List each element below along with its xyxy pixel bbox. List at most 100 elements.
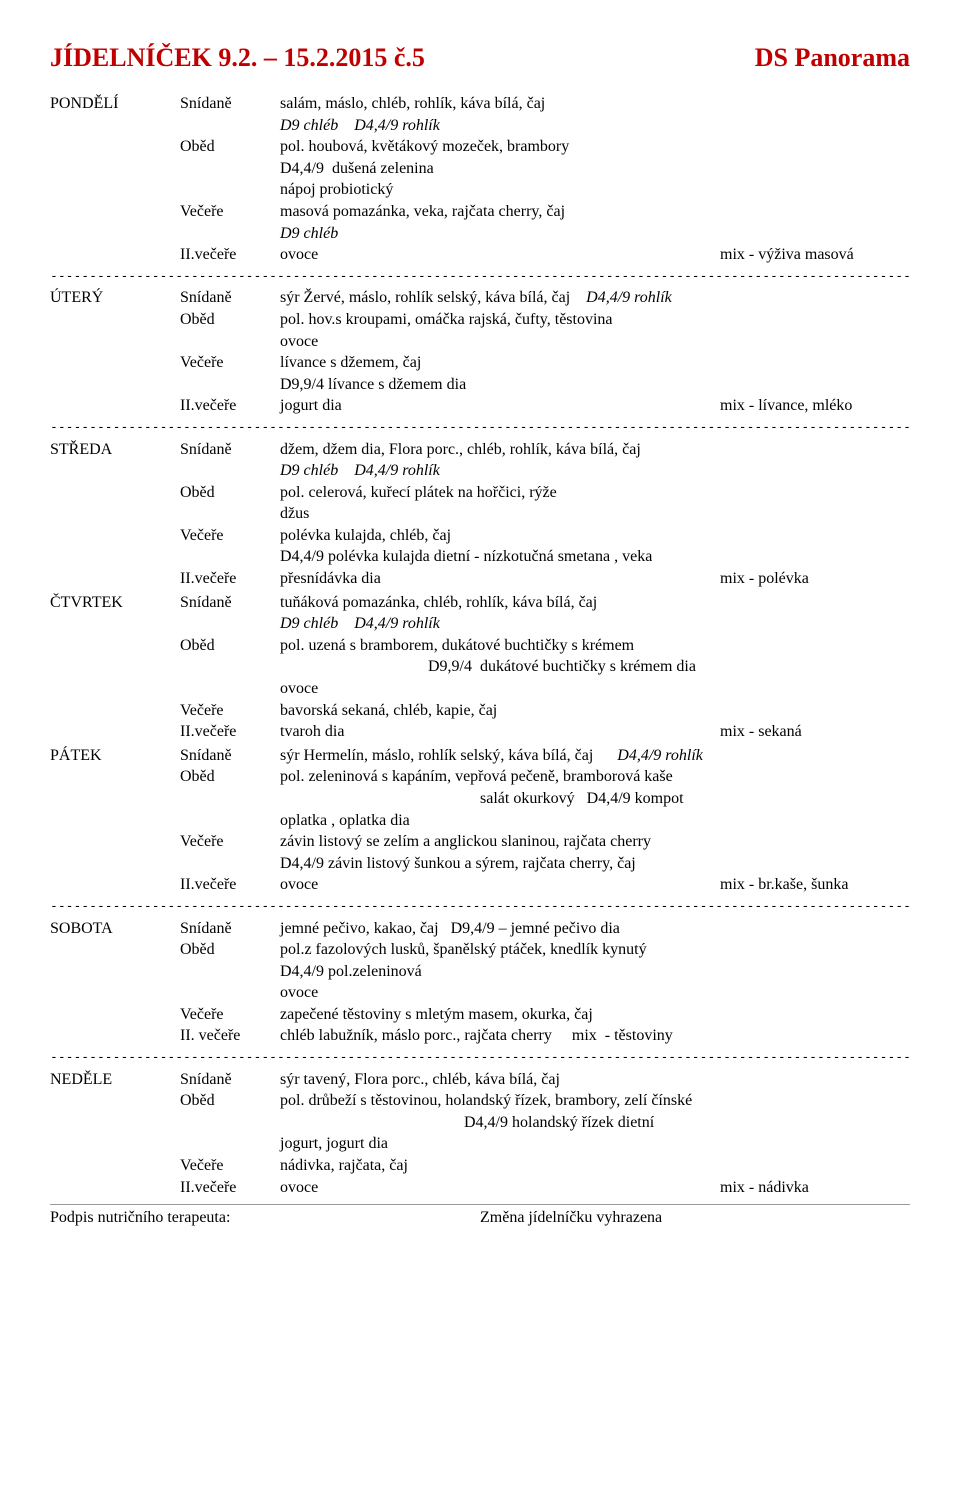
- footer-left: Podpis nutričního terapeuta:: [50, 1207, 480, 1229]
- meal-content: D9,9/4 lívance s džemem dia: [280, 374, 910, 396]
- meal-content: džem, džem dia, Flora porc., chléb, rohl…: [280, 439, 910, 461]
- day-sobota: SOBOTA Snídaně jemné pečivo, kakao, čaj …: [50, 918, 910, 1048]
- meal-content: džus: [280, 503, 910, 525]
- meal-content: D4,4/9 holandský řízek dietní: [280, 1112, 910, 1134]
- meal-content: D9 chléb D4,4/9 rohlík: [280, 460, 910, 482]
- meal-content: D4,4/9 polévka kulajda dietní - nízkotuč…: [280, 546, 910, 568]
- meal-content: polévka kulajda, chléb, čaj: [280, 525, 910, 547]
- meal-label: II.večeře: [180, 1177, 280, 1199]
- separator: ----------------------------------------…: [50, 268, 910, 286]
- meal-content: ovoce: [280, 331, 910, 353]
- day-pondeli: PONDĚLÍ Snídaně salám, máslo, chléb, roh…: [50, 93, 910, 266]
- meal-label: Snídaně: [180, 592, 280, 614]
- day-label: ÚTERÝ: [50, 287, 180, 309]
- mix-label: mix - nádivka: [720, 1177, 910, 1199]
- meal-content: D9 chléb: [280, 223, 910, 245]
- meal-content: ovoce: [280, 678, 910, 700]
- meal-content: pol. zeleninová s kapáním, vepřová pečen…: [280, 766, 910, 788]
- meal-content: D4,4/9 závin listový šunkou a sýrem, raj…: [280, 853, 910, 875]
- meal-content: nápoj probiotický: [280, 179, 910, 201]
- meal-content: ovoce: [280, 1177, 720, 1199]
- meal-label: Snídaně: [180, 1069, 280, 1091]
- meal-content: pol.z fazolových lusků, španělský ptáček…: [280, 939, 910, 961]
- meal-label: Oběd: [180, 136, 280, 158]
- meal-content: D9 chléb D4,4/9 rohlík: [280, 613, 910, 635]
- meal-content: ovoce: [280, 874, 720, 896]
- separator: ----------------------------------------…: [50, 419, 910, 437]
- day-utery: ÚTERÝ Snídaně sýr Žervé, máslo, rohlík s…: [50, 287, 910, 417]
- meal-content: jemné pečivo, kakao, čaj D9,4/9 – jemné …: [280, 918, 910, 940]
- day-streda: STŘEDA Snídaně džem, džem dia, Flora por…: [50, 439, 910, 590]
- day-patek: PÁTEK Snídaně sýr Hermelín, máslo, rohlí…: [50, 745, 910, 896]
- meal-content: ovoce: [280, 982, 910, 1004]
- day-nedele: NEDĚLE Snídaně sýr tavený, Flora porc., …: [50, 1069, 910, 1199]
- meal-content: chléb labužník, máslo porc., rajčata che…: [280, 1025, 910, 1047]
- mix-label: mix - výživa masová: [720, 244, 910, 266]
- separator: ----------------------------------------…: [50, 1049, 910, 1067]
- title-right: DS Panorama: [755, 40, 910, 75]
- meal-label: II. večeře: [180, 1025, 280, 1047]
- footer-right: Změna jídelníčku vyhrazena: [480, 1207, 910, 1229]
- meal-content: sýr tavený, Flora porc., chléb, káva bíl…: [280, 1069, 910, 1091]
- meal-label: Snídaně: [180, 287, 280, 309]
- meal-content: salát okurkový D4,4/9 kompot: [280, 788, 910, 810]
- meal-label: Večeře: [180, 525, 280, 547]
- page-header: JÍDELNÍČEK 9.2. – 15.2.2015 č.5 DS Panor…: [50, 40, 910, 75]
- meal-content: oplatka , oplatka dia: [280, 810, 910, 832]
- meal-content: přesnídávka dia: [280, 568, 720, 590]
- meal-content: pol. uzená s bramborem, dukátové buchtič…: [280, 635, 910, 657]
- meal-label: Oběd: [180, 635, 280, 657]
- day-label: PÁTEK: [50, 745, 180, 767]
- mix-label: mix - polévka: [720, 568, 910, 590]
- day-label: SOBOTA: [50, 918, 180, 940]
- meal-content: pol. drůbeží s těstovinou, holandský říz…: [280, 1090, 910, 1112]
- meal-label: Snídaně: [180, 918, 280, 940]
- meal-label: Večeře: [180, 831, 280, 853]
- meal-label: Oběd: [180, 1090, 280, 1112]
- meal-label: Večeře: [180, 352, 280, 374]
- mix-label: mix - br.kaše, šunka: [720, 874, 910, 896]
- day-label: STŘEDA: [50, 439, 180, 461]
- meal-content: jogurt, jogurt dia: [280, 1133, 910, 1155]
- meal-label: Snídaně: [180, 93, 280, 115]
- meal-content: pol. celerová, kuřecí plátek na hořčici,…: [280, 482, 910, 504]
- day-label: PONDĚLÍ: [50, 93, 180, 115]
- meal-label: Oběd: [180, 766, 280, 788]
- page-footer: Podpis nutričního terapeuta: Změna jídel…: [50, 1204, 910, 1229]
- title-left: JÍDELNÍČEK 9.2. – 15.2.2015 č.5: [50, 40, 425, 75]
- separator: ----------------------------------------…: [50, 898, 910, 916]
- meal-content: salám, máslo, chléb, rohlík, káva bílá, …: [280, 93, 910, 115]
- meal-label: Snídaně: [180, 745, 280, 767]
- meal-content: bavorská sekaná, chléb, kapie, čaj: [280, 700, 910, 722]
- meal-label: II.večeře: [180, 568, 280, 590]
- meal-label: Oběd: [180, 309, 280, 331]
- meal-label: Večeře: [180, 201, 280, 223]
- meal-content: závin listový se zelím a anglickou slani…: [280, 831, 910, 853]
- meal-content: pol. houbová, květákový mozeček, brambor…: [280, 136, 910, 158]
- meal-content: jogurt dia: [280, 395, 720, 417]
- meal-content: ovoce: [280, 244, 720, 266]
- meal-label: II.večeře: [180, 874, 280, 896]
- meal-content: masová pomazánka, veka, rajčata cherry, …: [280, 201, 910, 223]
- meal-content: pol. hov.s kroupami, omáčka rajská, čuft…: [280, 309, 910, 331]
- meal-content: tuňáková pomazánka, chléb, rohlík, káva …: [280, 592, 910, 614]
- meal-content: sýr Hermelín, máslo, rohlík selský, káva…: [280, 745, 910, 767]
- meal-content: lívance s džemem, čaj: [280, 352, 910, 374]
- mix-label: mix - lívance, mléko: [720, 395, 910, 417]
- meal-label: II.večeře: [180, 721, 280, 743]
- day-label: NEDĚLE: [50, 1069, 180, 1091]
- meal-content: sýr Žervé, máslo, rohlík selský, káva bí…: [280, 287, 910, 309]
- meal-content: D9,9/4 dukátové buchtičky s krémem dia: [280, 656, 910, 678]
- meal-content: D4,4/9 dušená zelenina: [280, 158, 910, 180]
- meal-label: Večeře: [180, 1155, 280, 1177]
- meal-label: II.večeře: [180, 244, 280, 266]
- meal-label: Večeře: [180, 1004, 280, 1026]
- meal-content: zapečené těstoviny s mletým masem, okurk…: [280, 1004, 910, 1026]
- meal-label: Oběd: [180, 939, 280, 961]
- meal-content: D9 chléb D4,4/9 rohlík: [280, 115, 910, 137]
- day-ctvrtek: ČTVRTEK Snídaně tuňáková pomazánka, chlé…: [50, 592, 910, 743]
- day-label: ČTVRTEK: [50, 592, 180, 614]
- meal-label: II.večeře: [180, 395, 280, 417]
- meal-label: Snídaně: [180, 439, 280, 461]
- mix-label: mix - sekaná: [720, 721, 910, 743]
